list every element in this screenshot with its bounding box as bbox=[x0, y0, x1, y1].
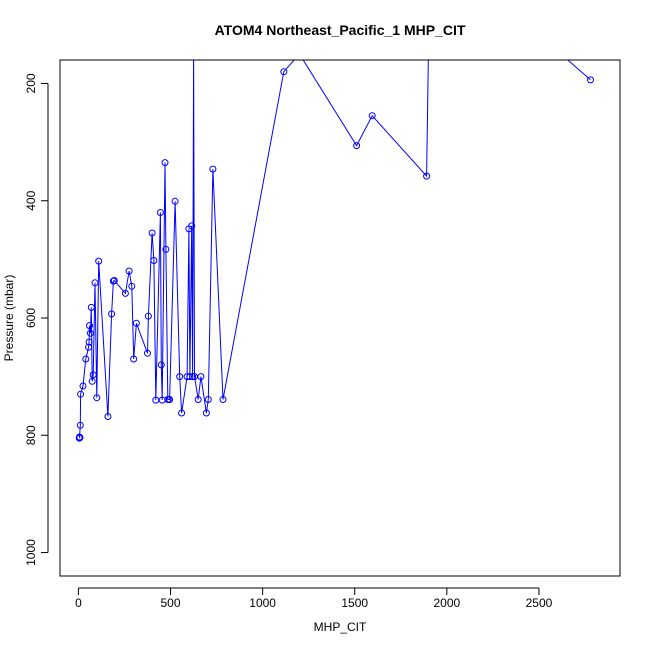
x-axis-label: MHP_CIT bbox=[314, 620, 367, 634]
x-tick-label: 1500 bbox=[341, 596, 368, 610]
data-point bbox=[353, 142, 361, 150]
y-tick-label: 1000 bbox=[24, 539, 38, 566]
data-point bbox=[77, 390, 85, 398]
data-point bbox=[150, 257, 158, 264]
data-point bbox=[587, 76, 594, 84]
data-point bbox=[156, 209, 164, 216]
y-axis: 200 400 600 800 1000 bbox=[24, 73, 49, 566]
data-point bbox=[76, 421, 84, 429]
data-point bbox=[144, 349, 151, 357]
data-point bbox=[188, 222, 196, 230]
data-point bbox=[79, 382, 87, 390]
data-point bbox=[104, 413, 112, 420]
data-point bbox=[89, 371, 97, 379]
x-tick-label: 0 bbox=[75, 596, 82, 610]
data-point bbox=[87, 303, 95, 311]
x-axis: 0 500 1000 1500 2000 2500 bbox=[75, 587, 553, 610]
series-line bbox=[78, 60, 591, 439]
data-point bbox=[86, 322, 93, 330]
data-point bbox=[166, 396, 174, 403]
y-tick-label: 600 bbox=[24, 308, 38, 328]
data-point bbox=[110, 277, 118, 284]
x-tick-label: 1000 bbox=[249, 596, 276, 610]
data-point bbox=[162, 245, 170, 253]
data-point bbox=[85, 343, 93, 351]
chart-title: ATOM4 Northeast_Pacific_1 MHP_CIT bbox=[215, 22, 466, 38]
data-point bbox=[161, 159, 169, 167]
data-point bbox=[132, 319, 140, 327]
data-point bbox=[95, 257, 103, 265]
data-point bbox=[91, 279, 99, 287]
data-point bbox=[144, 312, 152, 320]
data-point bbox=[128, 282, 136, 290]
data-point bbox=[194, 396, 202, 403]
data-point bbox=[197, 373, 205, 381]
data-point bbox=[178, 409, 186, 417]
data-point bbox=[130, 355, 138, 363]
data-point bbox=[202, 409, 210, 417]
data-point bbox=[82, 355, 90, 363]
data-point bbox=[85, 338, 93, 346]
data-point bbox=[186, 373, 194, 381]
data-point bbox=[189, 373, 197, 381]
data-point bbox=[280, 68, 288, 76]
x-tick-label: 500 bbox=[161, 596, 181, 610]
plot-points bbox=[75, 68, 594, 442]
plot-lines bbox=[78, 60, 591, 439]
y-axis-label: Pressure (mbar) bbox=[2, 275, 16, 362]
data-point bbox=[171, 197, 179, 205]
data-point bbox=[88, 377, 96, 385]
data-point bbox=[93, 394, 101, 402]
data-point bbox=[157, 361, 165, 369]
data-point bbox=[86, 329, 94, 337]
y-tick-label: 800 bbox=[24, 425, 38, 445]
data-point bbox=[121, 289, 129, 297]
x-tick-label: 2000 bbox=[433, 596, 460, 610]
data-point bbox=[76, 433, 83, 441]
data-point bbox=[423, 172, 431, 180]
data-point bbox=[108, 310, 116, 318]
data-point bbox=[148, 229, 156, 237]
data-point bbox=[204, 396, 212, 403]
data-point bbox=[176, 373, 184, 381]
data-point bbox=[125, 267, 133, 275]
x-tick-label: 2500 bbox=[526, 596, 553, 610]
data-point bbox=[219, 396, 227, 403]
y-tick-label: 200 bbox=[24, 73, 38, 93]
plot-frame bbox=[59, 59, 621, 577]
data-point bbox=[209, 165, 217, 173]
data-point bbox=[368, 112, 376, 120]
y-tick-label: 400 bbox=[24, 190, 38, 210]
